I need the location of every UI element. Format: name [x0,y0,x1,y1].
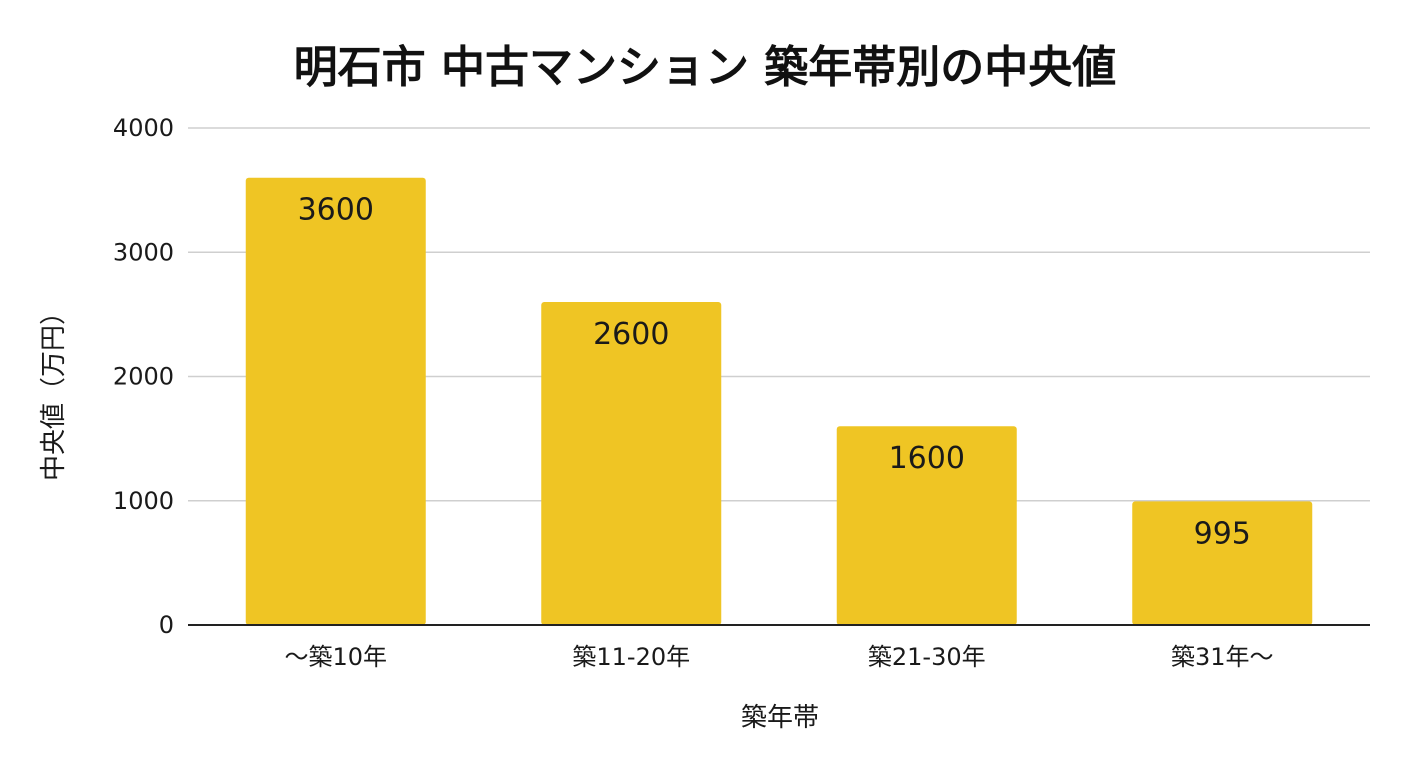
data-label: 3600 [298,193,374,228]
bar [245,177,426,625]
bar [836,426,1017,625]
y-tick-label: 4000 [113,114,174,142]
x-tick-label: 築31年～ [1171,643,1274,671]
x-axis-label: 築年帯 [741,703,819,733]
data-label: 1600 [889,441,965,476]
bar [1132,501,1313,625]
x-tick-label: ～築10年 [284,643,387,671]
y-tick-label: 1000 [113,487,174,515]
y-tick-label: 2000 [113,363,174,391]
y-tick-label: 0 [159,611,174,639]
data-label: 995 [1194,516,1251,551]
bars [245,177,1313,625]
data-label: 2600 [593,317,669,352]
bar [541,301,722,625]
data-labels: 3600 2600 1600 995 [298,193,1251,552]
y-axis-label: 中央値（万円） [39,299,69,481]
y-tick-label: 3000 [113,238,174,266]
x-tick-label: 築11-20年 [572,643,690,671]
x-axis-ticks: ～築10年 築11-20年 築21-30年 築31年～ [284,643,1273,671]
chart-title: 明石市 中古マンション 築年帯別の中央値 [294,42,1117,93]
x-tick-label: 築21-30年 [868,643,986,671]
y-axis-ticks: 0 1000 2000 3000 4000 [113,114,174,639]
